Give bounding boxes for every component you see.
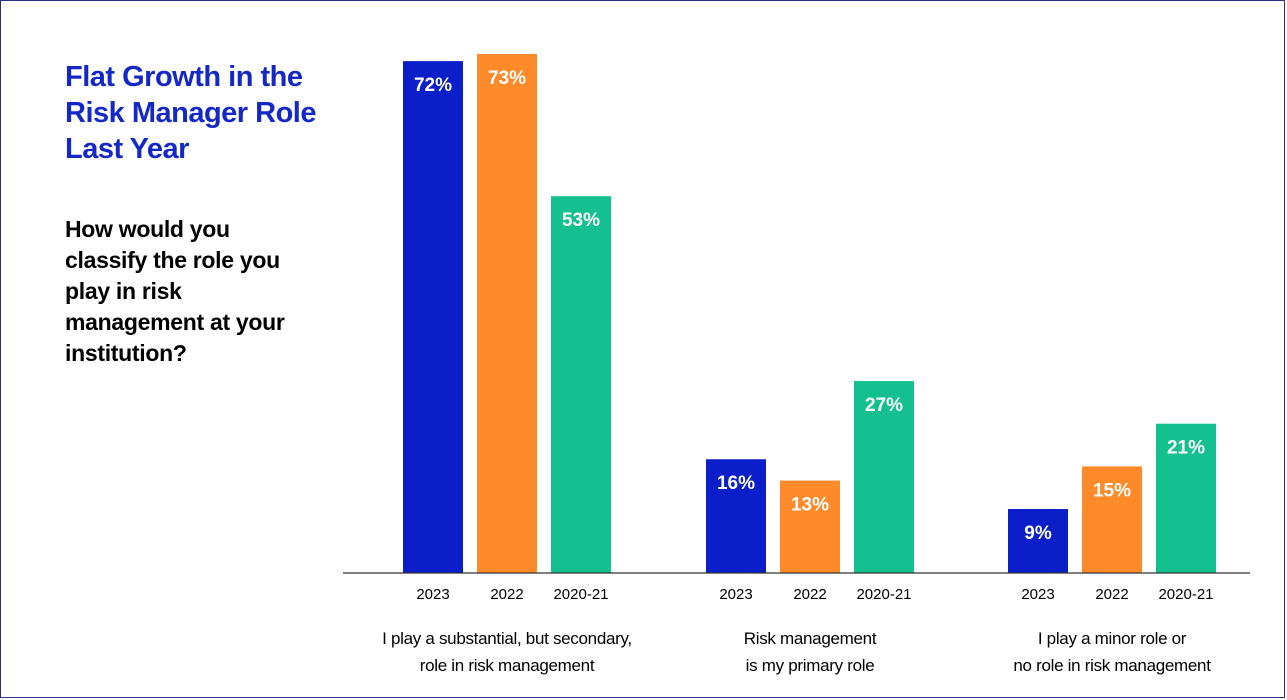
category-labels-layer: I play a substantial, but secondary, role…	[382, 629, 1211, 675]
x-tick-label: 2022	[1095, 586, 1128, 603]
bar-2023-cat1	[403, 61, 463, 573]
category-label: role in risk management	[420, 656, 595, 675]
x-tick-label: 2020-21	[856, 586, 911, 603]
category-label: is my primary role	[746, 656, 875, 675]
bar-value-label: 15%	[1093, 480, 1131, 501]
bar-2020-21-cat1	[551, 196, 611, 574]
category-label: I play a minor role or	[1038, 629, 1187, 648]
tick-labels-layer: 2023 2022 2020-21 2023 2022 2020-21 2023 2022 20…	[416, 586, 1213, 603]
bar-2020-21-cat3	[1156, 423, 1216, 573]
bar-value-label: 73%	[488, 68, 526, 89]
x-tick-label: 2022	[793, 586, 826, 603]
x-tick-label: 2023	[719, 586, 752, 603]
bar-value-label: 16%	[717, 473, 755, 494]
bar-value-label: 13%	[791, 495, 829, 516]
x-tick-label: 2020-21	[1158, 586, 1213, 603]
x-tick-label: 2023	[416, 586, 449, 603]
survey-question: How would you classify the role you play…	[65, 216, 285, 366]
x-tick-label: 2020-21	[553, 586, 608, 603]
bar-value-label: 21%	[1167, 438, 1205, 459]
bars-layer: 72% 73% 53% 16% 13% 27% 9% 15% 21%	[403, 54, 1216, 574]
bar-value-label: 9%	[1024, 523, 1052, 544]
bar-2020-21-cat2	[854, 381, 914, 573]
bar-2022-cat3	[1082, 466, 1142, 573]
bar-value-label: 27%	[865, 395, 903, 416]
bar-2022-cat2	[780, 480, 840, 573]
chart-title: Flat Growth in the Risk Manager Role Las…	[65, 61, 316, 165]
category-label: I play a substantial, but secondary,	[382, 629, 632, 648]
x-tick-label: 2023	[1021, 586, 1054, 603]
bar-value-label: 72%	[414, 75, 452, 96]
bar-2023-cat3	[1008, 509, 1068, 573]
bar-value-label: 53%	[562, 210, 600, 231]
bar-2023-cat2	[706, 459, 766, 573]
category-label: no role in risk management	[1013, 656, 1211, 675]
x-tick-label: 2022	[490, 586, 523, 603]
category-label: Risk management	[744, 629, 877, 648]
bar-2022-cat1	[477, 54, 537, 573]
